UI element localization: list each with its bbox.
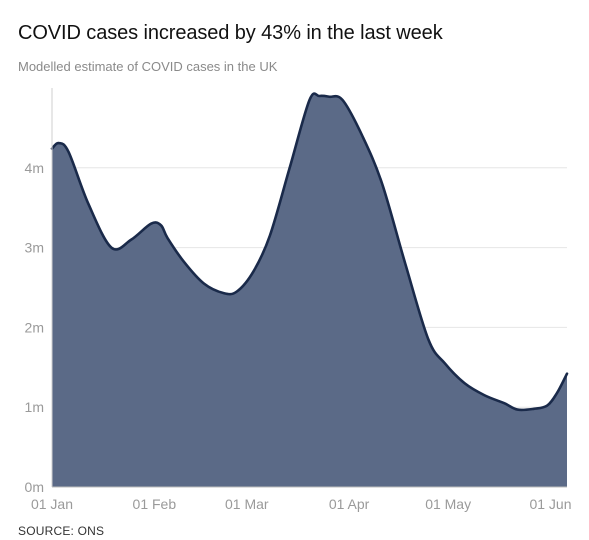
axes [51, 88, 567, 488]
x-tick-label: 01 Feb [133, 496, 177, 512]
x-tick-label: 01 Jan [31, 496, 73, 512]
series-area [52, 93, 567, 488]
y-tick-label: 1m [25, 399, 44, 415]
x-tick-label: 01 Apr [329, 496, 370, 512]
y-tick-label: 3m [25, 240, 44, 256]
x-tick-label: 01 Jun [529, 496, 571, 512]
y-tick-label: 2m [25, 319, 44, 335]
chart-subtitle: Modelled estimate of COVID cases in the … [18, 59, 278, 74]
x-tick-label: 01 Mar [225, 496, 269, 512]
chart-title: COVID cases increased by 43% in the last… [18, 22, 443, 44]
plot-area [50, 92, 569, 488]
series-line [50, 92, 569, 412]
x-tick-labels: 01 Jan 01 Feb 01 Mar 01 Apr 01 May 01 Jun [31, 496, 572, 512]
y-tick-label: 4m [25, 160, 44, 176]
x-tick-label: 01 May [425, 496, 471, 512]
y-tick-label: 0m [25, 479, 44, 495]
source-note: SOURCE: ONS [18, 524, 105, 538]
y-tick-labels: 0m 1m 2m 3m 4m [25, 160, 44, 495]
